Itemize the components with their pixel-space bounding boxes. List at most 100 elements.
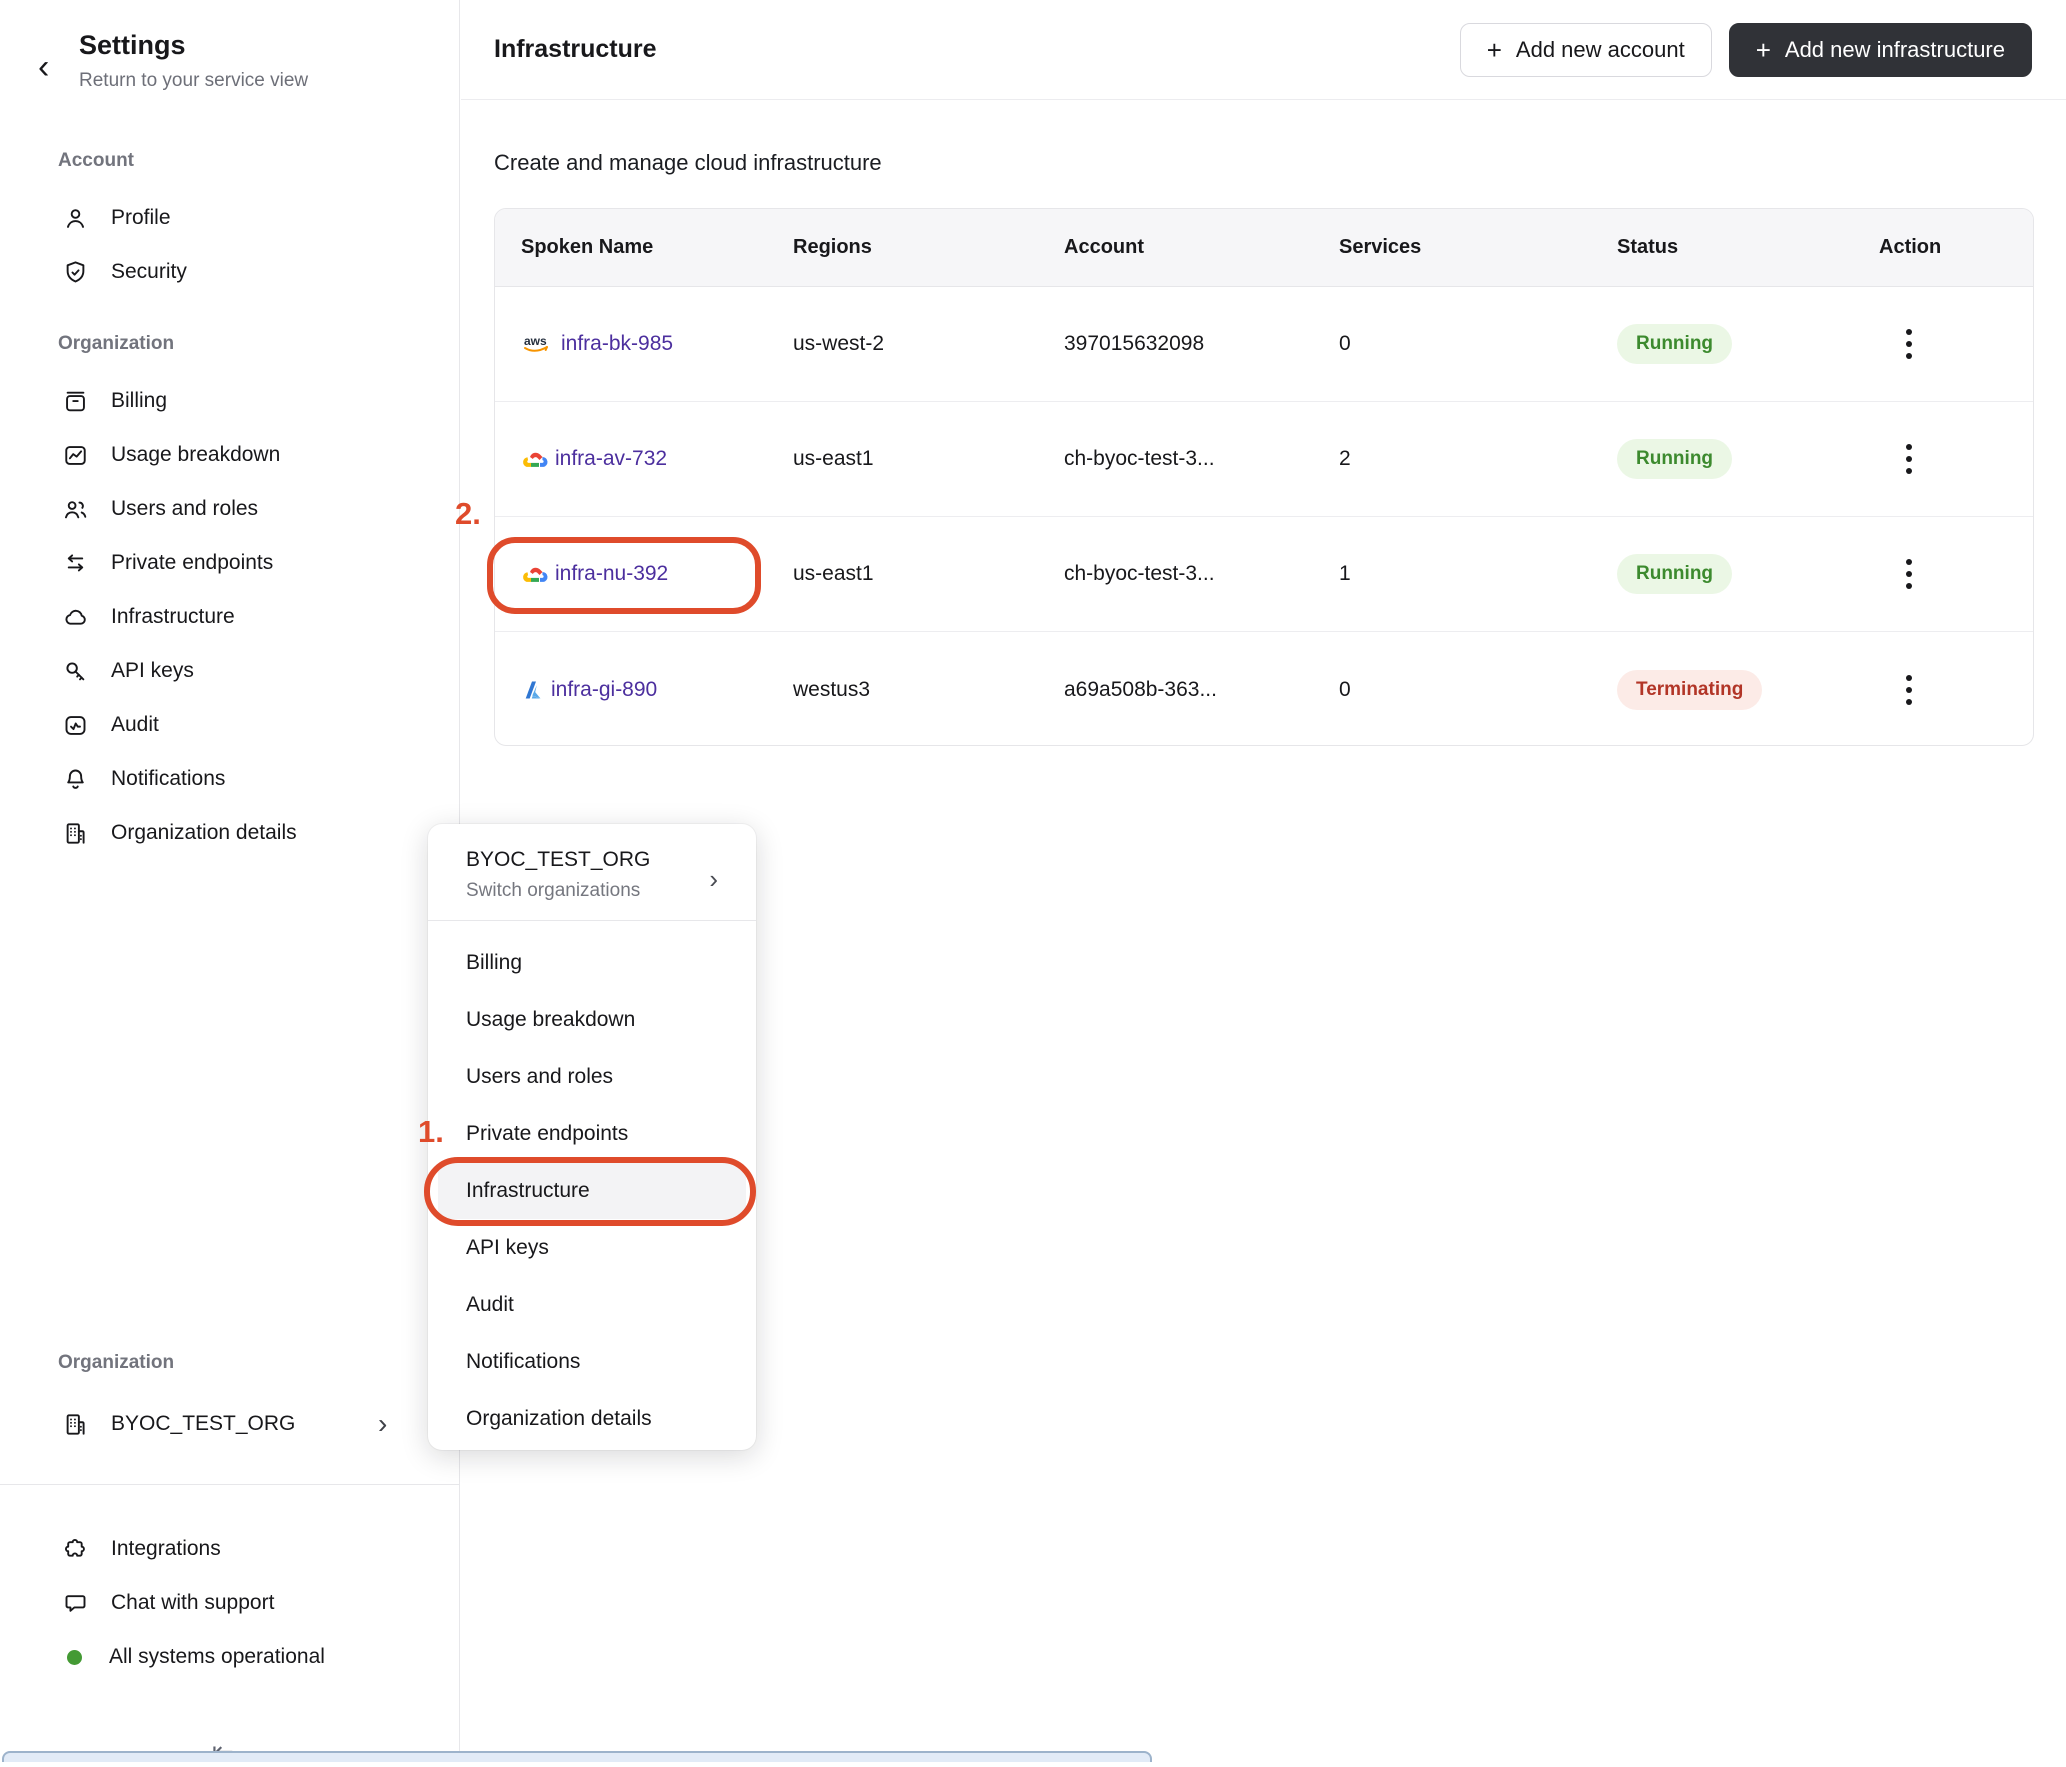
status-badge: Terminating bbox=[1617, 670, 1762, 710]
column-header-services: Services bbox=[1339, 236, 1617, 259]
menu-item-usage-breakdown[interactable]: Usage breakdown bbox=[438, 991, 746, 1048]
sidebar-item-label: Private endpoints bbox=[111, 551, 273, 575]
menu-item-api-keys[interactable]: API keys bbox=[438, 1219, 746, 1276]
sidebar-item-label: Organization details bbox=[111, 821, 297, 845]
sidebar-item-label: Chat with support bbox=[111, 1591, 274, 1615]
user-icon bbox=[62, 205, 89, 232]
column-header-status: Status bbox=[1617, 236, 1879, 259]
menu-item-billing[interactable]: Billing bbox=[438, 934, 746, 991]
sidebar-item-profile[interactable]: Profile bbox=[0, 191, 460, 245]
menu-item-users-and-roles[interactable]: Users and roles bbox=[438, 1048, 746, 1105]
cloud-icon bbox=[62, 604, 89, 631]
sidebar-title: Settings bbox=[79, 30, 186, 61]
sidebar-item-integrations[interactable]: Integrations bbox=[0, 1522, 460, 1576]
row-actions-kebab-icon[interactable] bbox=[1889, 554, 1929, 594]
sidebar-item-label: Notifications bbox=[111, 767, 225, 791]
sidebar-item-chat-with-support[interactable]: Chat with support bbox=[0, 1576, 460, 1630]
chart-icon bbox=[62, 442, 89, 469]
chat-icon bbox=[62, 1590, 89, 1617]
table-row: infra-nu-392 us-east1 ch-byoc-test-3... … bbox=[495, 517, 2033, 632]
status-badge: Running bbox=[1617, 554, 1732, 594]
menu-item-private-endpoints[interactable]: Private endpoints bbox=[438, 1105, 746, 1162]
sidebar-item-label: Profile bbox=[111, 206, 171, 230]
infra-link[interactable]: infra-gi-890 bbox=[521, 678, 793, 702]
table-row: aws infra-bk-985 us-west-2 397015632098 … bbox=[495, 287, 2033, 402]
infra-link[interactable]: infra-av-732 bbox=[521, 447, 793, 471]
sidebar-item-label: Integrations bbox=[111, 1537, 221, 1561]
sidebar-item-organization-details[interactable]: Organization details bbox=[0, 806, 460, 860]
sidebar-item-audit[interactable]: Audit bbox=[0, 698, 460, 752]
table-row: infra-av-732 us-east1 ch-byoc-test-3... … bbox=[495, 402, 2033, 517]
sidebar-item-label: All systems operational bbox=[109, 1645, 325, 1669]
building-icon bbox=[62, 1411, 89, 1438]
column-header-account: Account bbox=[1064, 236, 1339, 259]
add-new-infrastructure-button[interactable]: + Add new infrastructure bbox=[1729, 23, 2032, 77]
menu-item-infrastructure[interactable]: Infrastructure bbox=[438, 1162, 746, 1219]
row-actions-kebab-icon[interactable] bbox=[1889, 439, 1929, 479]
cell-account: ch-byoc-test-3... bbox=[1064, 447, 1339, 471]
cell-services: 0 bbox=[1339, 678, 1617, 702]
cell-region: us-west-2 bbox=[793, 332, 1064, 356]
column-header-action: Action bbox=[1879, 236, 2033, 259]
gcp-icon bbox=[521, 562, 549, 586]
green-status-dot bbox=[67, 1650, 82, 1665]
sidebar-item-label: Audit bbox=[111, 713, 159, 737]
row-actions-kebab-icon[interactable] bbox=[1889, 670, 1929, 710]
back-chevron-icon[interactable]: ‹ bbox=[38, 50, 49, 84]
building-icon bbox=[62, 820, 89, 847]
organization-switcher[interactable]: BYOC_TEST_ORG › bbox=[0, 1396, 460, 1452]
bell-icon bbox=[62, 766, 89, 793]
settings-sidebar: ‹ Settings Return to your service view A… bbox=[0, 0, 460, 1762]
users-icon bbox=[62, 496, 89, 523]
sidebar-item-label: Billing bbox=[111, 389, 167, 413]
sidebar-subtitle[interactable]: Return to your service view bbox=[79, 70, 308, 92]
status-badge: Running bbox=[1617, 324, 1732, 364]
sidebar-divider bbox=[0, 1484, 459, 1485]
menu-item-organization-details[interactable]: Organization details bbox=[438, 1390, 746, 1447]
sidebar-item-notifications[interactable]: Notifications bbox=[0, 752, 460, 806]
puzzle-icon bbox=[62, 1536, 89, 1563]
plus-icon: + bbox=[1756, 37, 1771, 63]
cell-services: 1 bbox=[1339, 562, 1617, 586]
svg-text:aws: aws bbox=[524, 334, 547, 348]
sidebar-item-billing[interactable]: Billing bbox=[0, 374, 460, 428]
cell-region: us-east1 bbox=[793, 447, 1064, 471]
add-new-account-button[interactable]: + Add new account bbox=[1460, 23, 1712, 77]
column-header-regions: Regions bbox=[793, 236, 1064, 259]
sidebar-item-system-status[interactable]: All systems operational bbox=[0, 1630, 460, 1684]
azure-icon bbox=[521, 678, 545, 702]
chevron-right-icon: › bbox=[378, 1408, 387, 1440]
sidebar-item-private-endpoints[interactable]: Private endpoints bbox=[0, 536, 460, 590]
section-label-organization-bottom: Organization bbox=[0, 1352, 174, 1374]
infra-link[interactable]: aws infra-bk-985 bbox=[521, 331, 793, 357]
sidebar-item-infrastructure[interactable]: Infrastructure bbox=[0, 590, 460, 644]
organization-name: BYOC_TEST_ORG bbox=[111, 1412, 295, 1436]
page-header: Infrastructure + Add new account + Add n… bbox=[461, 0, 2066, 100]
page-description: Create and manage cloud infrastructure bbox=[494, 150, 882, 176]
chevron-right-icon: › bbox=[709, 864, 718, 895]
sidebar-item-label: API keys bbox=[111, 659, 194, 683]
menu-item-notifications[interactable]: Notifications bbox=[438, 1333, 746, 1390]
column-header-spoken-name: Spoken Name bbox=[521, 236, 793, 259]
infrastructure-table: Spoken Name Regions Account Services Sta… bbox=[494, 208, 2034, 746]
section-label-account: Account bbox=[0, 150, 460, 172]
menu-org-header[interactable]: BYOC_TEST_ORG Switch organizations › bbox=[428, 824, 756, 920]
table-row: infra-gi-890 westus3 a69a508b-363... 0 T… bbox=[495, 632, 2033, 746]
infra-link-annotated[interactable]: infra-nu-392 bbox=[521, 562, 793, 586]
shield-icon bbox=[62, 259, 89, 286]
billing-icon bbox=[62, 388, 89, 415]
cell-account: ch-byoc-test-3... bbox=[1064, 562, 1339, 586]
row-actions-kebab-icon[interactable] bbox=[1889, 324, 1929, 364]
sidebar-item-security[interactable]: Security bbox=[0, 245, 460, 299]
cell-account: a69a508b-363... bbox=[1064, 678, 1339, 702]
cell-account: 397015632098 bbox=[1064, 332, 1339, 356]
sidebar-item-users-and-roles[interactable]: Users and roles bbox=[0, 482, 460, 536]
status-badge: Running bbox=[1617, 439, 1732, 479]
sidebar-item-usage-breakdown[interactable]: Usage breakdown bbox=[0, 428, 460, 482]
pulse-icon bbox=[62, 712, 89, 739]
bottom-scrollbar[interactable] bbox=[2, 1751, 1152, 1762]
menu-item-audit[interactable]: Audit bbox=[438, 1276, 746, 1333]
sidebar-item-api-keys[interactable]: API keys bbox=[0, 644, 460, 698]
key-icon bbox=[62, 658, 89, 685]
section-label-organization: Organization bbox=[0, 333, 460, 355]
